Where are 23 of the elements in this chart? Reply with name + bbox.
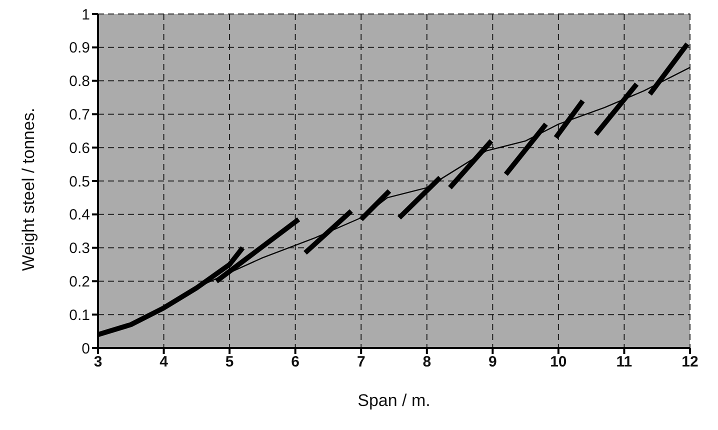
y-tick-label: 1 — [82, 6, 90, 24]
x-axis-title: Span / m. — [358, 391, 430, 410]
y-tick-label: 0.6 — [69, 140, 90, 157]
y-tick-label: 0.7 — [69, 106, 90, 124]
y-tick-label: 0.5 — [69, 173, 90, 190]
y-tick-label: 0.2 — [69, 274, 90, 291]
y-axis-title: Weight steel / tonnes. — [19, 108, 38, 271]
x-tick-label: 12 — [682, 354, 698, 371]
x-tick-label: 6 — [291, 354, 300, 371]
x-tick-label: 9 — [488, 354, 497, 371]
y-tick-label: 0.9 — [69, 40, 90, 57]
x-tick-label: 3 — [94, 354, 102, 371]
y-tick-label: 0.8 — [69, 73, 90, 90]
y-tick-label: 0.4 — [69, 206, 90, 224]
x-tick-label: 11 — [616, 354, 632, 371]
y-tick-label: 0.3 — [69, 240, 90, 258]
x-tick-label: 5 — [225, 354, 234, 371]
x-tick-label: 8 — [422, 354, 432, 371]
y-tick-label: 0.1 — [69, 306, 90, 324]
x-tick-label: 10 — [550, 354, 567, 371]
x-tick-label: 7 — [356, 354, 366, 371]
y-tick-label: 0 — [82, 340, 90, 358]
x-tick-label: 4 — [160, 354, 169, 371]
